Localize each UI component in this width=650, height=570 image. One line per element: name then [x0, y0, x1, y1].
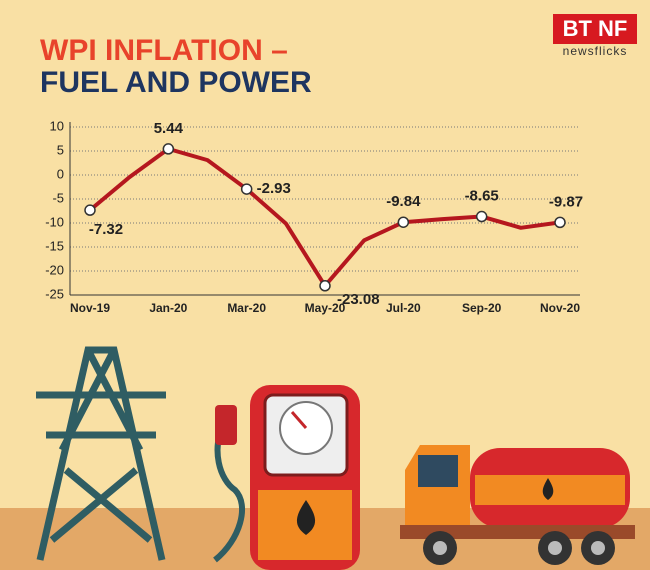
data-point [240, 183, 253, 195]
data-point [84, 204, 96, 216]
y-tick-label: 5 [57, 142, 64, 157]
data-label: 5.44 [154, 120, 184, 137]
data-label: -9.87 [549, 193, 583, 210]
data-point [554, 216, 566, 229]
logo-box [553, 14, 637, 44]
plot: 10 5 0 -5 -10 -15 -20 -25 Nov-19 Jan-20 Mar-20 May-… [45, 118, 583, 315]
tanker-truck [400, 445, 635, 565]
data-point [397, 216, 410, 228]
y-tick-label: 0 [57, 166, 64, 181]
x-tick-label: Sep-20 [462, 301, 502, 315]
x-tick-label: Mar-20 [227, 301, 266, 315]
data-point [319, 280, 331, 292]
title-line: FUEL AND POWER [40, 66, 312, 99]
x-tick-label: Nov-20 [540, 301, 580, 315]
data-label: -23.08 [337, 291, 380, 308]
y-tick-label: -5 [52, 190, 64, 205]
title-line: WPI INFLATION – [40, 34, 288, 67]
logo-brand: BT NF [563, 16, 628, 41]
x-tick-label: May-20 [305, 301, 346, 315]
fuel-pump [213, 385, 360, 570]
data-label: -7.32 [89, 221, 123, 238]
y-tick-label: -25 [45, 286, 64, 301]
y-tick-label: -10 [45, 214, 64, 229]
logo: BT NF newsflicks [553, 14, 637, 58]
x-tick-label: Jul-20 [386, 301, 421, 315]
y-tick-label: 10 [50, 118, 64, 133]
pylon [36, 346, 166, 561]
x-tick-label: Jan-20 [149, 301, 187, 315]
logo-sub: newsflicks [563, 44, 628, 58]
data-label: -9.84 [386, 193, 421, 210]
y-tick-label: -15 [45, 238, 64, 253]
data-label: -2.93 [257, 180, 291, 197]
data-point [475, 210, 488, 223]
y-tick-label: -20 [45, 262, 64, 277]
x-tick-label: Nov-19 [70, 301, 110, 315]
data-point [162, 143, 175, 155]
data-label: -8.65 [465, 187, 499, 204]
